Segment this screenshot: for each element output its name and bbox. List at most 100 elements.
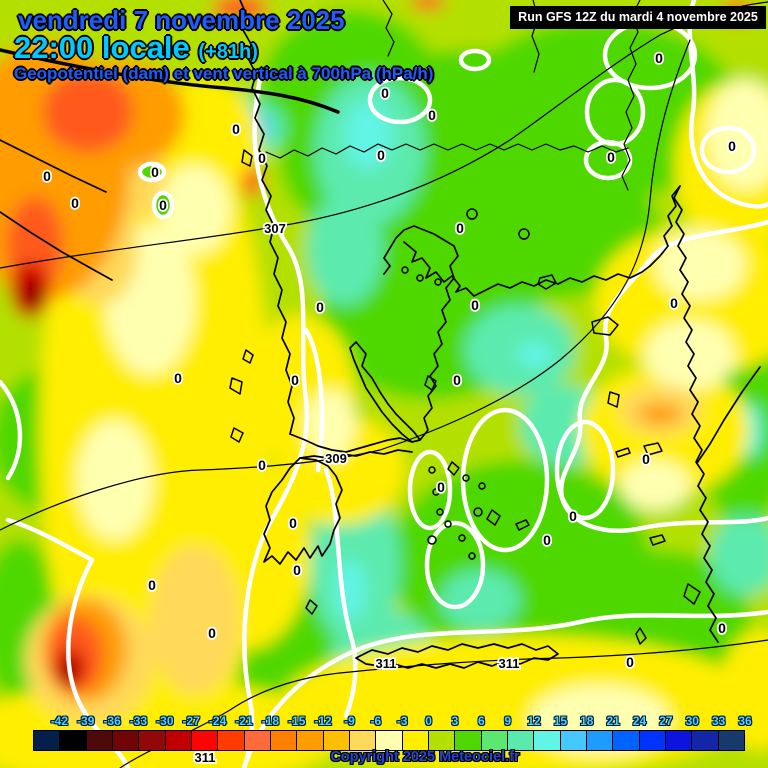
color-scale-cell <box>191 731 219 750</box>
color-scale-cell <box>323 731 350 750</box>
zero-label: 0 <box>293 562 301 578</box>
zero-label: 0 <box>428 107 436 123</box>
zero-label: 0 <box>43 168 51 184</box>
zero-label: 0 <box>71 195 79 211</box>
copyright-text: Copyright 2025 Meteociel.fr <box>330 749 520 765</box>
color-scale-tick: 36 <box>738 714 752 728</box>
forecast-date: vendredi 7 novembre 2025 <box>18 5 345 35</box>
geopotential-contour-label: 309 <box>325 451 347 466</box>
color-scale-cell <box>692 731 719 750</box>
zero-label: 0 <box>437 479 445 495</box>
zero-label: 0 <box>453 372 461 388</box>
zero-label: 0 <box>208 625 216 641</box>
color-scale-tick: 24 <box>632 714 647 728</box>
color-scale-cell <box>218 731 245 750</box>
zero-label: 0 <box>377 147 385 163</box>
color-scale-tick: -15 <box>288 714 306 728</box>
color-scale-tick: -24 <box>208 714 227 728</box>
color-scale-cell <box>639 731 666 750</box>
zero-label: 0 <box>151 164 159 180</box>
color-scale-tick: 12 <box>527 714 541 728</box>
color-scale-tick: 3 <box>451 714 459 728</box>
contour-307 <box>0 1 768 269</box>
color-scale-cell <box>376 731 403 750</box>
color-scale-tick: -3 <box>396 714 408 728</box>
zero-label: 0 <box>258 457 266 473</box>
thick-contour <box>0 48 340 114</box>
color-scale-tick: -12 <box>314 714 332 728</box>
color-scale-tick: 0 <box>425 714 432 728</box>
color-scale-cell <box>165 731 192 750</box>
geopotential-contour-label: 311 <box>376 656 397 671</box>
color-scale-tick: -9 <box>344 714 355 728</box>
zero-label: 0 <box>607 149 615 165</box>
zero-label: 0 <box>258 150 266 166</box>
forecast-hour-offset: (+81h) <box>198 41 258 63</box>
zero-label: 0 <box>456 220 464 236</box>
color-scale-cell <box>297 731 324 750</box>
color-scale-cell <box>139 731 166 750</box>
color-scale-tick: 6 <box>477 714 485 728</box>
color-scale-tick: -27 <box>182 714 200 728</box>
zero-label: 0 <box>148 577 156 593</box>
color-scale-tick: 18 <box>580 714 594 728</box>
color-scale-tick: 33 <box>711 714 726 728</box>
zero-label: 0 <box>718 620 726 636</box>
color-scale-cell <box>112 731 140 750</box>
color-scale-tick: -21 <box>235 714 253 728</box>
zero-label: 0 <box>289 515 297 531</box>
color-scale-cell <box>586 731 614 750</box>
zero-value-labels: 0 0 0 0 0 0 0 0 0 0 0 0 0 0 0 0 0 0 0 0 0 0 0 0 0 0 0 0 0 0 <box>41 48 738 672</box>
coastlines <box>0 0 761 669</box>
variable-title: Geopotentiel (dam) et vent vertical à 70… <box>14 64 434 83</box>
color-scale-cell <box>402 731 429 750</box>
color-scale-tick: 15 <box>553 714 568 728</box>
color-scale-tick: 9 <box>504 714 511 728</box>
geopotential-contour-label: 311 <box>499 656 520 671</box>
color-scale-tick: 30 <box>685 714 699 728</box>
color-scale-tick: -42 <box>50 714 69 728</box>
color-scale-labels: -42 -39 -36 -33 -30 -27 -24 -21 -18 -15 -12 -9 -6 -3 0… <box>0 714 768 730</box>
geopotential-contour-label: 311 <box>195 750 216 765</box>
contour-309 <box>0 39 691 531</box>
zero-label: 0 <box>569 508 577 524</box>
zero-label: 0 <box>655 50 663 66</box>
zero-label: 0 <box>316 299 324 315</box>
color-scale-cell <box>428 731 456 750</box>
color-scale-cell <box>560 731 587 750</box>
contour-311 <box>119 639 768 768</box>
color-scale-tick: -18 <box>261 714 279 728</box>
color-scale-cell <box>270 731 298 750</box>
color-scale-tick: -33 <box>129 714 148 728</box>
zero-label: 0 <box>642 451 650 467</box>
color-scale-cell <box>481 731 508 750</box>
color-scale-tick: 27 <box>659 714 673 728</box>
color-scale-cell <box>718 731 744 750</box>
forecast-local-time: 22:00 locale <box>14 30 190 65</box>
color-scale-cell <box>34 731 61 750</box>
color-scale-cell <box>349 731 377 750</box>
color-scale-cell <box>60 731 87 750</box>
color-scale-tick: -36 <box>103 714 121 728</box>
zero-label: 0 <box>543 532 551 548</box>
zero-label: 0 <box>381 85 389 101</box>
color-scale-cell <box>665 731 693 750</box>
color-scale-bar <box>33 730 745 751</box>
color-scale-tick: -6 <box>370 714 382 728</box>
geopotential-contour-label: 307 <box>264 221 286 236</box>
zero-label: 0 <box>232 121 240 137</box>
islands <box>229 149 701 645</box>
color-scale-tick: -39 <box>77 714 95 728</box>
color-scale-cell <box>534 731 561 750</box>
run-info-box: Run GFS 12Z du mardi 4 novembre 2025 <box>510 6 766 29</box>
color-scale-cell <box>244 731 271 750</box>
zero-label: 0 <box>471 297 479 313</box>
zero-label: 0 <box>728 138 736 154</box>
color-scale-cell <box>613 731 640 750</box>
zero-label: 0 <box>174 370 182 386</box>
color-scale-tick: 21 <box>606 714 620 728</box>
